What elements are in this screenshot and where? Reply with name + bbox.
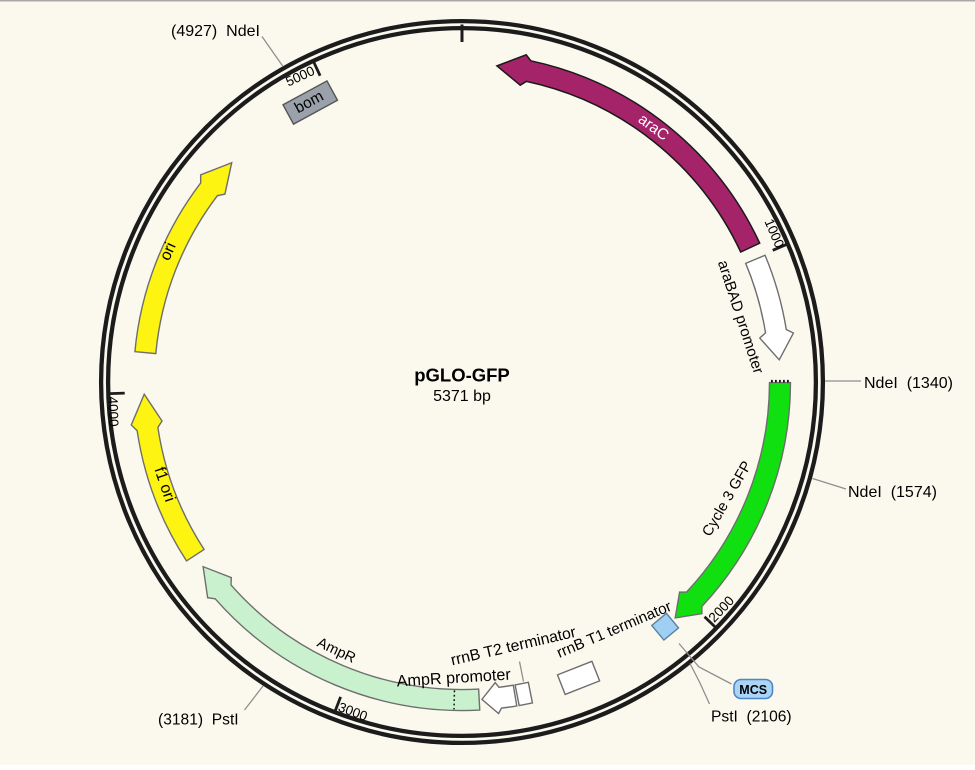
svg-text:4000: 4000 [105, 396, 121, 427]
svg-text:PstI (2106): PstI (2106) [711, 709, 792, 726]
svg-text:NdeI (1340): NdeI (1340) [864, 375, 953, 392]
svg-text:(4927) NdeI: (4927) NdeI [171, 23, 260, 40]
svg-text:(3181) PstI: (3181) PstI [158, 712, 239, 729]
svg-text:pGLO-GFP: pGLO-GFP [414, 365, 510, 386]
svg-text:NdeI (1574): NdeI (1574) [848, 484, 937, 501]
svg-text:MCS: MCS [739, 683, 767, 697]
svg-text:5371 bp: 5371 bp [433, 388, 491, 405]
